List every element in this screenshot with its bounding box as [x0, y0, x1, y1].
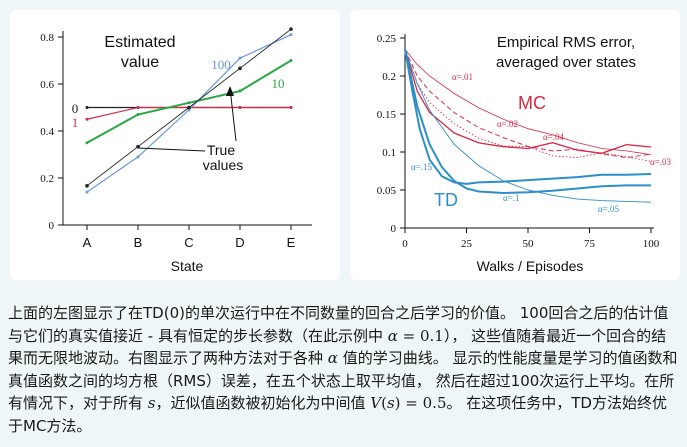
right-y-tick-label: 0.15: [377, 109, 397, 121]
mc-group-label: MC: [518, 93, 546, 113]
left-series-label-1: 1: [72, 115, 79, 130]
caption-math: s: [386, 394, 395, 412]
right-x-tick-label: 0: [402, 238, 408, 250]
left-series-label-0: 0: [72, 101, 79, 116]
right-x-tick-label: 75: [584, 238, 596, 250]
right-series-line-td-a15: [404, 49, 652, 185]
caption-math: α: [327, 349, 338, 367]
right-y-tick-label: 0.05: [377, 185, 397, 197]
left-point-true-values: [289, 27, 293, 31]
alpha-label-mc-01: α=.01: [452, 72, 473, 82]
left-x-tick-label: E: [287, 235, 296, 250]
alpha-label-mc-02: α=.02: [497, 119, 518, 129]
right-series-line-mc-a04: [404, 49, 652, 154]
caption-math: = 0.1: [397, 326, 444, 345]
left-x-axis-label: State: [171, 258, 204, 274]
figure-caption: 上面的左图显示了在TD(0)的单次运行中在不同数量的回合之后学习的价值。 100…: [8, 302, 680, 437]
left-point-100: [85, 190, 89, 194]
left-axes: 0 0.2 0.4 0.6 0.8 A B C D E: [40, 31, 312, 250]
right-y-tick-label: 0.1: [382, 147, 396, 159]
left-x-tick-label: B: [134, 235, 143, 250]
left-series-label-100: 100: [211, 57, 231, 72]
right-y-tick-label: 0: [391, 223, 397, 235]
left-point-100: [289, 33, 293, 37]
left-point-10: [85, 141, 89, 145]
caption-math: ) = 0.5: [394, 394, 447, 412]
td-group-label: TD: [434, 190, 458, 210]
caption-text: 。 在这项任务中，TD方法始终优于MC方法。: [8, 394, 667, 435]
caption-text: 值的学习曲线。 显示的性能度量是学习的值函数和真值函数之间的均方根（RMS）误差…: [8, 349, 678, 412]
left-title-line-2: value: [121, 54, 159, 71]
left-x-tick-label: A: [83, 235, 92, 250]
left-point-1: [238, 106, 242, 109]
true-values-annotation-line-2: values: [203, 157, 243, 173]
right-y-tick-label: 0.25: [377, 33, 397, 45]
alpha-label-td-05: α=.05: [598, 204, 620, 214]
left-series: 01 10 100: [72, 27, 293, 194]
true-values-annotation-line-1: True: [207, 142, 235, 158]
right-series-line-td-a1: [404, 49, 651, 195]
true-values-pointer-1: [137, 147, 206, 152]
alpha-label-mc-03: α=.03: [650, 157, 672, 167]
caption-text: 上面的左图显示了在TD(0)的单次运行中在不同数量的回合之后学习的价值。 100…: [8, 304, 669, 345]
left-point-1: [289, 106, 293, 109]
left-point-1: [85, 117, 89, 121]
right-series-line-mc-a02: [404, 49, 652, 159]
left-x-tick-label: D: [235, 235, 244, 250]
left-series-label-10: 10: [272, 76, 285, 91]
right-x-tick-label: 100: [643, 238, 660, 250]
right-x-tick-label: 25: [461, 238, 473, 250]
right-title-line-2: averaged over states: [496, 54, 636, 71]
caption-math: s: [147, 394, 156, 412]
right-series-line-mc-a01: [404, 49, 652, 155]
left-point-100: [136, 155, 140, 159]
left-y-tick-label: 0.8: [40, 32, 54, 44]
right-series-line-mc-a03: [404, 49, 652, 162]
left-panel-background: [10, 10, 340, 280]
left-point-10: [136, 113, 140, 117]
left-point-true-values: [238, 66, 242, 71]
left-point-true-values: [85, 184, 89, 188]
left-point-10: [289, 59, 293, 62]
right-series: [404, 49, 652, 203]
right-series-line-td-a05: [404, 49, 652, 203]
left-y-tick-label: 0: [49, 220, 55, 232]
left-y-tick-label: 0.6: [40, 79, 54, 91]
left-x-tick-label: C: [184, 235, 193, 250]
alpha-label-td-1: α=.1: [503, 193, 520, 203]
left-point-true-values: [187, 105, 191, 110]
left-y-tick-label: 0.4: [40, 126, 54, 138]
caption-math: V: [370, 394, 382, 412]
left-point-0: [85, 106, 89, 109]
caption-math: (: [381, 394, 387, 412]
left-point-100: [238, 56, 242, 60]
right-axes: 0 0.05 0.1 0.15 0.2 0.25 0 25 50 75 100: [377, 33, 660, 250]
right-panel-background: [350, 10, 680, 280]
caption-math: α: [387, 326, 398, 345]
alpha-label-mc-04: α=.04: [543, 132, 565, 142]
true-values-arrowhead: [226, 86, 234, 96]
right-chart: 0 0.05 0.1 0.15 0.2 0.25 0 25 50 75 100 Empirical …: [350, 10, 680, 280]
right-x-tick-label: 50: [523, 238, 535, 250]
right-y-tick-label: 0.2: [382, 71, 396, 83]
right-x-axis-label: Walks / Episodes: [477, 258, 584, 274]
left-point-10: [238, 89, 242, 93]
left-y-tick-label: 0.2: [40, 173, 54, 185]
left-title-line-1: Estimated: [104, 34, 175, 51]
left-point-1: [136, 106, 140, 109]
true-values-pointer-2: [229, 87, 237, 142]
figure: 0 0.2 0.4 0.6 0.8 A B C D E 0 1 10 100 Estimated val…: [10, 10, 680, 280]
alpha-label-td-15: α=.15: [411, 162, 433, 172]
left-point-10: [187, 101, 191, 105]
right-title-line-1: Empirical RMS error,: [497, 34, 635, 51]
caption-text: ，近似值函数被初始化为中间值: [155, 394, 371, 412]
caption-text: ）， 这些值随着最近一个回合的结果而无限地波动。右图显示了两种方法对于各种: [8, 326, 667, 368]
